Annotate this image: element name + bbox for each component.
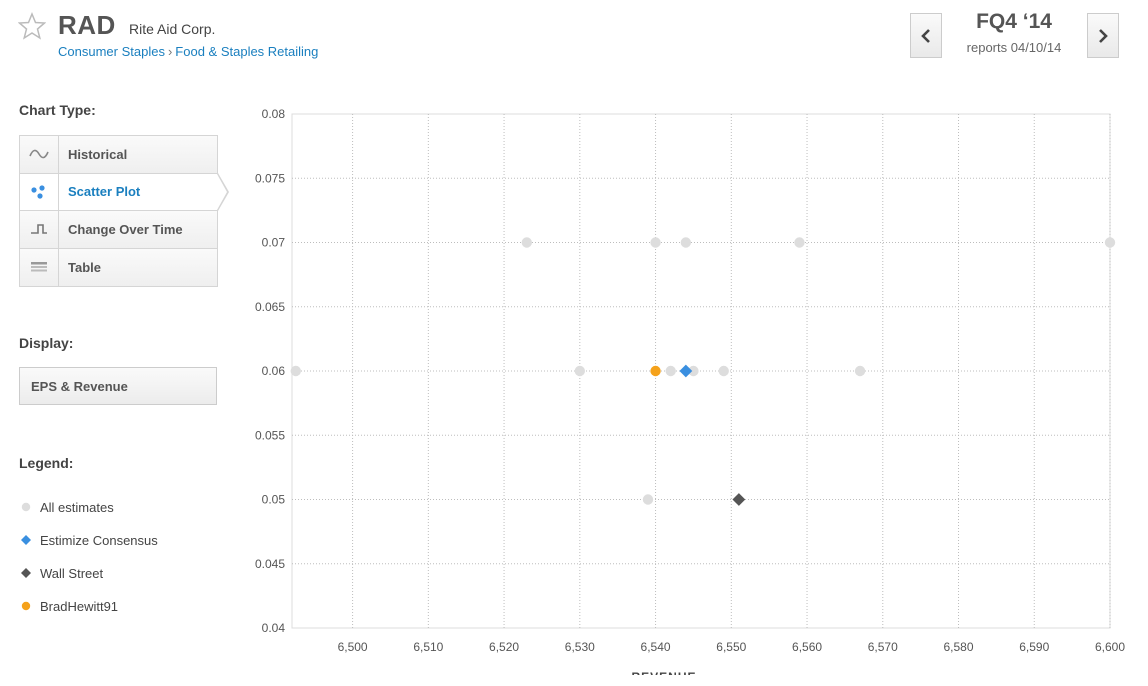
data-point [574,365,586,377]
x-tick-label: 6,500 [338,640,368,654]
y-tick-label: 0.065 [255,300,285,314]
active-indicator [217,172,229,211]
legend-label: BradHewitt91 [40,598,119,614]
x-axis-title: REVENUE [631,670,696,675]
table-icon [31,262,47,272]
previous-quarter-button[interactable] [910,13,942,58]
chart-type-heading: Chart Type: [19,102,96,118]
data-point [794,237,805,248]
legend-heading: Legend: [19,455,74,471]
legend-wall-street: Wall Street [19,564,103,582]
chart-type-label: Scatter Plot [68,184,141,200]
scatter-chart: 0.04 0.045 0.05 0.055 0.06 0.065 0.07 0.075 0.08… [255,107,1125,675]
legend-user-estimate: BradHewitt91 [19,597,118,615]
diamond-marker-icon [21,568,31,578]
data-point [680,237,692,248]
data-point [650,237,661,248]
legend-label: Wall Street [40,565,104,581]
chart-type-change-over-time[interactable]: Change Over Time [20,211,217,249]
y-tick-label: 0.045 [255,557,285,571]
company-name: Rite Aid Corp. [129,21,216,37]
x-tick-label: 6,540 [641,640,671,654]
display-selector[interactable]: EPS & Revenue [19,367,217,405]
legend-all-estimates: All estimates [19,498,114,516]
chart-type-label: Historical [68,146,128,162]
star-icon[interactable] [18,12,46,40]
legend-estimize-consensus: Estimize Consensus [19,531,158,549]
chart-type-selector: Historical Scatter Plot Change Over Time… [19,135,229,287]
x-tick-label: 6,550 [716,640,746,654]
data-point [854,365,866,377]
chart-type-label: Change Over Time [68,221,183,237]
data-point-diamond [732,493,746,506]
x-tick-label: 6,570 [868,640,898,654]
legend-label: Estimize Consensus [40,532,158,548]
ticker-symbol: RAD [58,10,116,40]
step-icon [31,224,47,235]
circle-marker-icon [21,502,31,512]
y-tick-label: 0.06 [262,364,286,378]
y-tick-label: 0.07 [262,236,286,250]
data-point [1104,237,1116,248]
chart-type-historical[interactable]: Historical [20,136,217,174]
wave-icon [29,149,49,159]
diamond-marker-icon [21,535,31,545]
data-point [642,494,654,505]
y-tick-label: 0.075 [255,171,285,185]
y-tick-label: 0.04 [262,621,286,635]
x-tick-label: 6,600 [1095,640,1125,654]
data-point [665,365,676,377]
y-tick-label: 0.055 [255,428,285,442]
display-heading: Display: [19,335,74,351]
x-tick-label: 6,560 [792,640,822,654]
x-tick-label: 6,580 [944,640,974,654]
chart-type-label: Table [68,259,101,275]
report-date: reports 04/10/14 [966,40,1062,55]
breadcrumb-separator: › [167,44,173,59]
quarter-label: FQ4 ‘14 [976,10,1052,33]
legend-label: All estimates [40,499,114,515]
x-tick-label: 6,510 [413,640,443,654]
x-tick-label: 6,520 [489,640,519,654]
scatter-icon [31,185,45,199]
data-point [290,365,301,377]
breadcrumb: Consumer Staples › Food & Staples Retailin… [58,44,318,59]
data-point [688,365,699,377]
breadcrumb-industry[interactable]: Food & Staples Retailing [175,44,319,59]
chevron-right-icon [1099,28,1108,43]
chart-type-scatter-plot[interactable]: Scatter Plot [20,172,229,211]
circle-marker-icon [21,601,31,611]
x-tick-label: 6,530 [565,640,595,654]
data-point [718,365,729,377]
next-quarter-button[interactable] [1087,13,1119,58]
y-tick-label: 0.08 [262,107,286,121]
data-point-diamond [679,364,693,378]
x-tick-label: 6,590 [1019,640,1049,654]
data-point [650,365,661,377]
data-point [521,237,532,248]
y-tick-label: 0.05 [262,493,286,507]
chart-type-table[interactable]: Table [20,248,217,286]
chevron-left-icon [921,28,930,43]
breadcrumb-sector[interactable]: Consumer Staples [58,44,165,59]
